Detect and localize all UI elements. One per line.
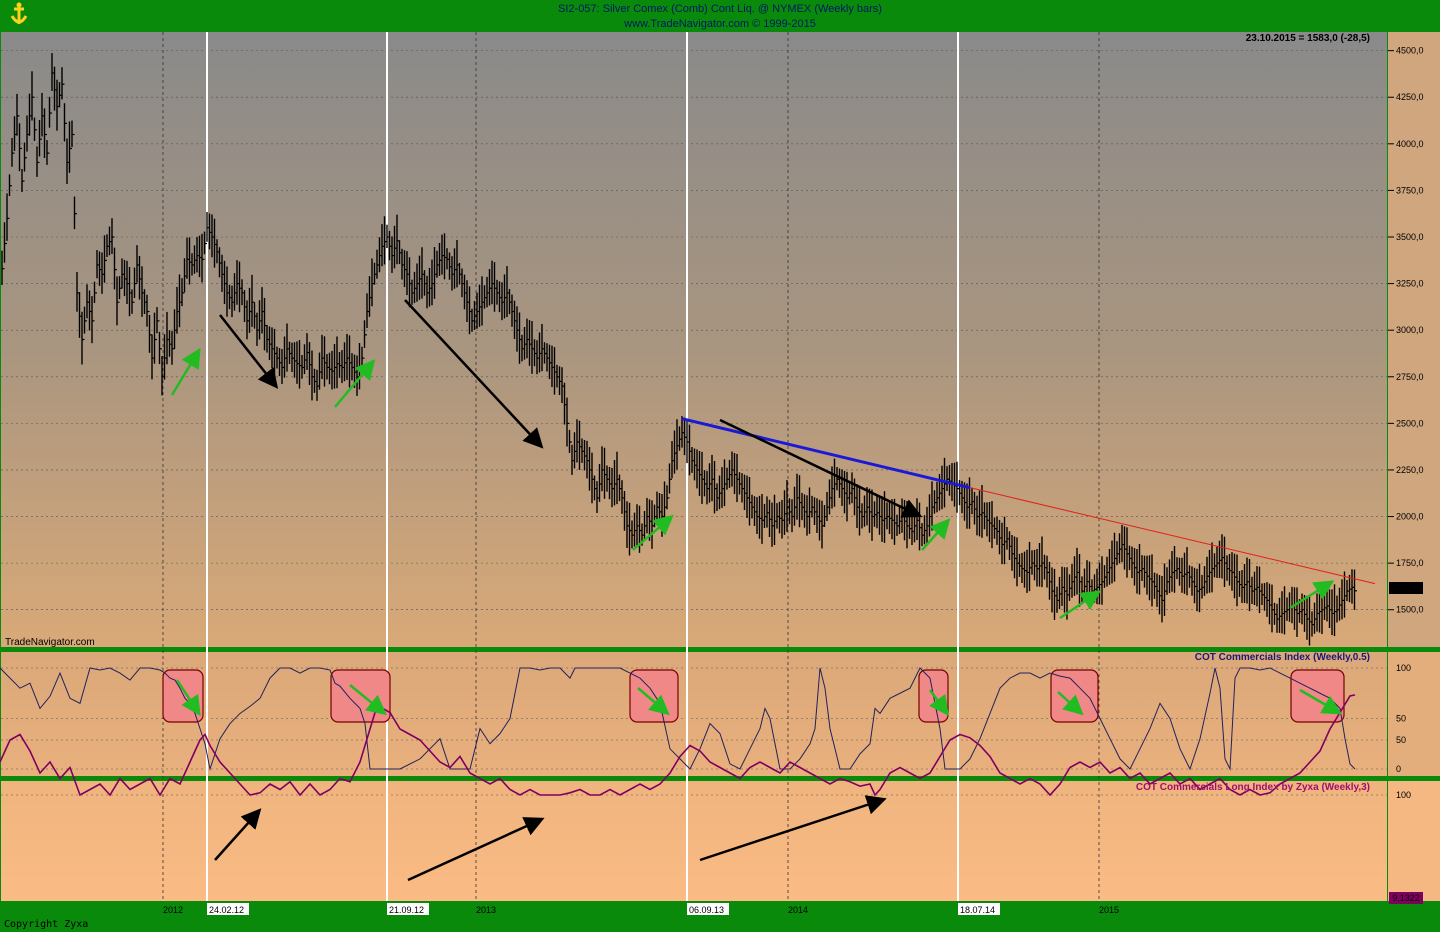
- last-price-badge: [1389, 582, 1423, 594]
- green-arrow: [637, 687, 670, 716]
- green-arrow: [175, 679, 201, 717]
- price-axis: [1388, 32, 1440, 647]
- long-index-axis: [1388, 781, 1440, 901]
- green-arrow: [1299, 688, 1343, 715]
- red-trendline: [969, 487, 1376, 585]
- indicator-lines: [0, 667, 1356, 797]
- last-price-value: 1583,0: [1392, 583, 1420, 593]
- long-index-last-value: 9,1322: [1392, 893, 1420, 903]
- last-value-label: 23.10.2015 = 1583,0 (-28,5): [1246, 33, 1370, 44]
- copyright: Copyright Zyxa: [4, 919, 89, 930]
- green-arrow: [1057, 691, 1084, 716]
- price-tick-label: 3250,0: [1396, 279, 1424, 289]
- date-label-bg: [207, 903, 249, 915]
- black-arrow: [699, 795, 887, 862]
- x-tick-label: 24.02.12: [209, 905, 244, 915]
- cot-highlight-box: [330, 669, 391, 723]
- price-tick-label: 1750,0: [1396, 558, 1424, 568]
- chart-title: SI2-057: Silver Comex (Comb) Cont Liq. @…: [558, 3, 882, 15]
- green-arrow: [921, 518, 951, 551]
- black-arrow: [214, 808, 262, 861]
- green-arrow: [334, 359, 376, 408]
- x-tick-label: 21.09.12: [389, 905, 424, 915]
- green-arrow: [170, 347, 201, 396]
- price-tick-label: 1500,0: [1396, 605, 1424, 615]
- annotation-arrows: [170, 299, 1343, 882]
- cot-tick-label: 0: [1396, 764, 1401, 774]
- black-arrow: [719, 418, 923, 518]
- price-tick-label: 3750,0: [1396, 185, 1424, 195]
- black-arrow: [219, 314, 279, 389]
- date-label-bg: [958, 903, 1000, 915]
- green-arrow: [349, 684, 387, 716]
- x-tick-label: 18.07.14: [960, 905, 995, 915]
- x-tick-label: 06.09.13: [689, 905, 724, 915]
- x-tick-label: 2012: [163, 905, 183, 915]
- price-tick-label: 4250,0: [1396, 92, 1424, 102]
- cot-tick-label: 100: [1396, 663, 1411, 673]
- price-tick-label: 4500,0: [1396, 46, 1424, 56]
- blue-trendline: [681, 417, 971, 490]
- date-label-bg: [687, 903, 729, 915]
- cot-panel: [1, 652, 1387, 776]
- cot-highlight-box: [629, 669, 679, 723]
- price-panel: [1, 32, 1387, 647]
- cot-axis: [1388, 652, 1440, 776]
- date-label-bg: [387, 903, 429, 915]
- x-tick-label: 2014: [788, 905, 808, 915]
- long-index-badge: [1389, 892, 1423, 904]
- black-arrow: [404, 299, 544, 449]
- price-tick-label: 2750,0: [1396, 372, 1424, 382]
- long-index-line: [0, 694, 1356, 797]
- logo-icon: [2, 2, 36, 30]
- axis-ticks: 1500,0 1750,0 2000,0 2250,0 2500,0 2750,0 3000…: [163, 46, 1424, 915]
- black-arrow: [407, 817, 545, 882]
- green-arrow: [632, 514, 674, 551]
- cot-tick-label: 50: [1396, 714, 1406, 724]
- x-tick-label: 2013: [476, 905, 496, 915]
- price-bars: [1, 53, 1357, 646]
- green-arrow: [1059, 590, 1102, 620]
- price-tick-label: 2000,0: [1396, 512, 1424, 522]
- long-index-title: COT Commercials Long Index by Zyxa (Week…: [1136, 782, 1370, 793]
- long-tick-label: 100: [1396, 790, 1411, 800]
- cot-title: COT Commercials Index (Weekly,0.5): [1195, 652, 1370, 663]
- x-tick-label: 2015: [1099, 905, 1119, 915]
- cot-highlight-box: [1290, 669, 1345, 723]
- long-index-panel: [1, 781, 1387, 901]
- cot-highlight-box: [1050, 669, 1099, 723]
- chart-subtitle: www.TradeNavigator.com © 1999-2015: [623, 18, 816, 30]
- price-tick-label: 2500,0: [1396, 418, 1424, 428]
- watermark: TradeNavigator.com: [5, 637, 95, 648]
- green-arrow: [928, 689, 949, 717]
- trendlines: [681, 417, 1376, 585]
- green-arrow: [1289, 580, 1335, 610]
- long-tick-label: 50: [1396, 735, 1406, 745]
- price-tick-label: 2250,0: [1396, 465, 1424, 475]
- price-tick-label: 3500,0: [1396, 232, 1424, 242]
- price-tick-label: 3000,0: [1396, 325, 1424, 335]
- price-tick-label: 4000,0: [1396, 139, 1424, 149]
